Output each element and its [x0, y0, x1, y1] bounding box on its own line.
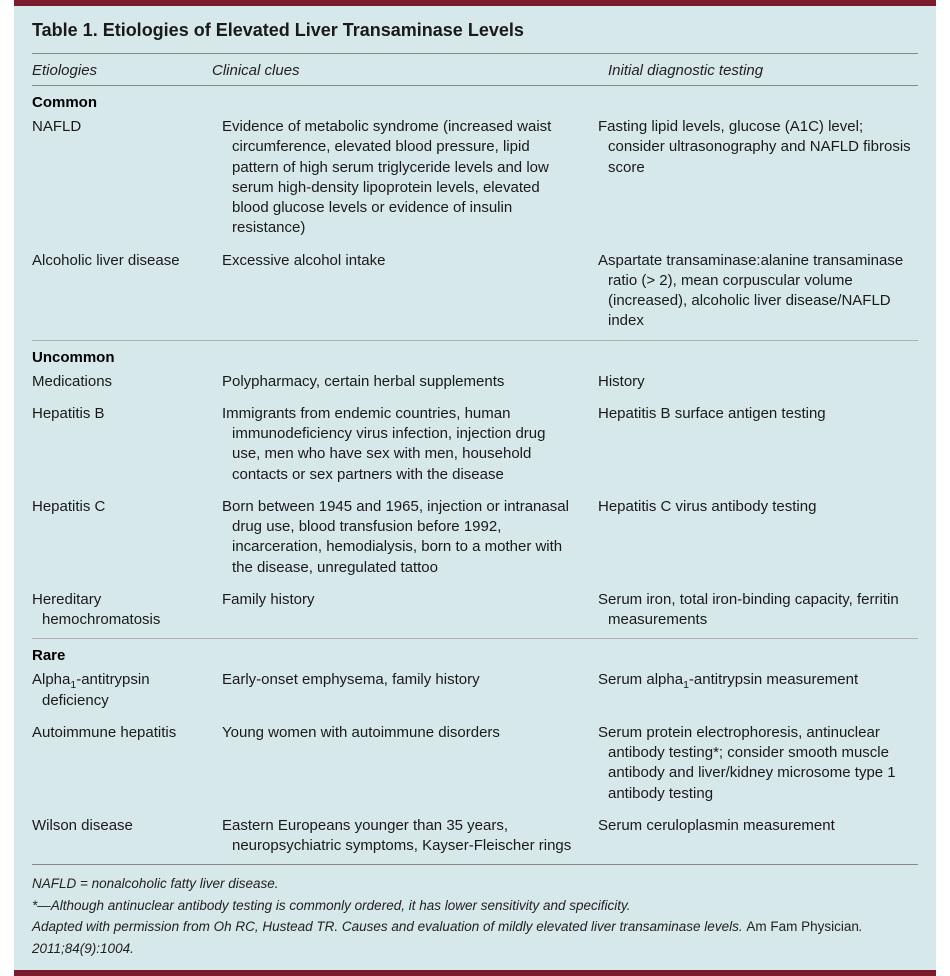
bottom-rule: [14, 970, 936, 976]
cell-testing: Serum iron, total iron-binding capacity,…: [598, 590, 918, 631]
cell-testing: Serum alpha1-antitrypsin measurement: [598, 670, 918, 690]
cell-testing: Hepatitis C virus antibody testing: [598, 497, 918, 517]
cell-clues: Eastern Europeans younger than 35 years,…: [222, 816, 598, 857]
table-row: MedicationsPolypharmacy, certain herbal …: [32, 368, 918, 400]
cell-etiology: NAFLD: [32, 117, 222, 137]
citation-journal: Am Fam Physician: [746, 919, 859, 934]
cell-testing: Hepatitis B surface antigen testing: [598, 404, 918, 424]
cell-etiology: Wilson disease: [32, 816, 222, 836]
footnote-abbrev: NAFLD = nonalcoholic fatty liver disease…: [32, 873, 918, 895]
cell-clues: Excessive alcohol intake: [222, 251, 598, 271]
cell-clues: Polypharmacy, certain herbal supplements: [222, 372, 598, 392]
table-figure: Table 1. Etiologies of Elevated Liver Tr…: [0, 0, 950, 976]
table-row: Autoimmune hepatitisYoung women with aut…: [32, 719, 918, 812]
table-row: Wilson diseaseEastern Europeans younger …: [32, 812, 918, 865]
section-label: Common: [32, 86, 918, 113]
cell-etiology: Alpha1-antitrypsin deficiency: [32, 670, 222, 711]
table-row: Hepatitis CBorn between 1945 and 1965, i…: [32, 493, 918, 586]
cell-etiology: Hepatitis B: [32, 404, 222, 424]
col-header-etiologies: Etiologies: [32, 62, 212, 79]
table-body: CommonNAFLDEvidence of metabolic syndrom…: [32, 86, 918, 864]
table-row: Alpha1-antitrypsin deficiencyEarly-onset…: [32, 666, 918, 719]
cell-etiology: Hepatitis C: [32, 497, 222, 517]
cell-etiology: Alcoholic liver disease: [32, 251, 222, 271]
section-label: Rare: [32, 639, 918, 666]
cell-testing: Fasting lipid levels, glucose (A1C) leve…: [598, 117, 918, 178]
table-row: Hepatitis BImmigrants from endemic count…: [32, 400, 918, 493]
section-label: Uncommon: [32, 341, 918, 368]
col-header-clues: Clinical clues: [212, 62, 608, 79]
cell-testing: History: [598, 372, 918, 392]
cell-testing: Aspartate transaminase:alanine transamin…: [598, 251, 918, 332]
cell-testing: Serum protein electrophoresis, antinucle…: [598, 723, 918, 804]
cell-clues: Immigrants from endemic countries, human…: [222, 404, 598, 485]
cell-etiology: Hereditary hemochromatosis: [32, 590, 222, 631]
table-title: Table 1. Etiologies of Elevated Liver Tr…: [32, 20, 918, 53]
col-header-testing: Initial diagnostic testing: [608, 62, 918, 79]
cell-etiology: Medications: [32, 372, 222, 392]
cell-clues: Family history: [222, 590, 598, 610]
column-headers: Etiologies Clinical clues Initial diagno…: [32, 54, 918, 85]
footnote-note: *—Although antinuclear antibody testing …: [32, 895, 918, 917]
table-row: Hereditary hemochromatosisFamily history…: [32, 586, 918, 639]
citation-prefix: Adapted with permission from Oh RC, Hust…: [32, 919, 746, 934]
cell-clues: Born between 1945 and 1965, injection or…: [222, 497, 598, 578]
cell-clues: Young women with autoimmune disorders: [222, 723, 598, 743]
table-row: NAFLDEvidence of metabolic syndrome (inc…: [32, 113, 918, 247]
cell-etiology: Autoimmune hepatitis: [32, 723, 222, 743]
table-row: Alcoholic liver diseaseExcessive alcohol…: [32, 247, 918, 340]
cell-clues: Evidence of metabolic syndrome (increase…: [222, 117, 598, 239]
footnotes: NAFLD = nonalcoholic fatty liver disease…: [32, 865, 918, 959]
panel: Table 1. Etiologies of Elevated Liver Tr…: [14, 6, 936, 970]
cell-testing: Serum ceruloplasmin measurement: [598, 816, 918, 836]
footnote-citation: Adapted with permission from Oh RC, Hust…: [32, 916, 918, 959]
cell-clues: Early-onset emphysema, family history: [222, 670, 598, 690]
